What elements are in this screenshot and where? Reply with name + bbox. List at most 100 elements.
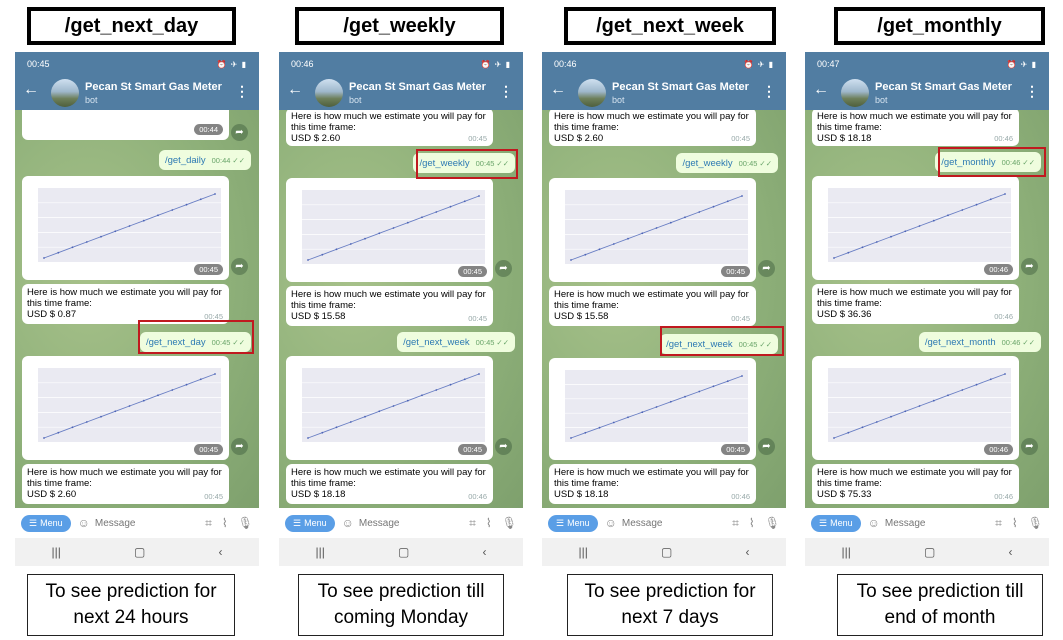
home-icon[interactable]: ▢	[924, 545, 936, 559]
message-input[interactable]	[621, 517, 702, 529]
chat-name[interactable]: Pecan St Smart Gas Meter	[612, 81, 749, 93]
attach-icon[interactable]: ⌇	[748, 515, 755, 530]
menu-button[interactable]: ☰ Menu	[548, 514, 598, 532]
chat-area[interactable]: Here is how much we estimate you will pa…	[805, 110, 1049, 508]
chat-subtitle: bot	[349, 95, 362, 105]
data-point	[890, 235, 892, 238]
emoji-icon[interactable]: ☺	[77, 516, 90, 530]
data-point	[71, 426, 74, 429]
back-nav-icon[interactable]: ‹	[1008, 545, 1013, 559]
attach-icon[interactable]: ⌇	[1011, 515, 1018, 530]
microphone-icon[interactable]: 🎙	[501, 515, 517, 530]
share-icon[interactable]: ➦	[231, 258, 248, 275]
more-options-icon[interactable]: ⋮	[1025, 83, 1039, 99]
keyboard-icon[interactable]: ⌗	[995, 515, 1002, 530]
data-point	[392, 405, 395, 407]
chat-area[interactable]: Here is how much we estimate you will pa…	[542, 110, 786, 508]
outgoing-message[interactable]: /get_next_month 00:46 ✓✓	[918, 332, 1041, 352]
share-icon[interactable]: ➦	[231, 438, 248, 455]
back-nav-icon[interactable]: ‹	[745, 545, 750, 559]
keyboard-icon[interactable]: ⌗	[469, 515, 476, 530]
microphone-icon[interactable]: 🎙	[237, 515, 253, 530]
message-input[interactable]	[94, 517, 175, 529]
back-nav-icon[interactable]: ‹	[218, 545, 223, 559]
recent-apps-icon[interactable]: |||	[51, 545, 61, 559]
chart-bubble-top[interactable]: 00:44	[22, 110, 229, 140]
back-nav-icon[interactable]: ‹	[482, 545, 487, 559]
keyboard-icon[interactable]: ⌗	[732, 515, 739, 530]
avatar[interactable]	[51, 79, 79, 107]
chart-bubble[interactable]: 00:45	[549, 178, 756, 282]
data-point	[1004, 193, 1006, 195]
microphone-icon[interactable]: 🎙	[764, 515, 780, 530]
home-icon[interactable]: ▢	[398, 545, 410, 559]
chart-bubble[interactable]: 00:46	[812, 176, 1019, 280]
share-icon[interactable]: ➦	[495, 260, 512, 277]
outgoing-message[interactable]: /get_weekly 00:45 ✓✓	[676, 153, 778, 173]
more-options-icon[interactable]: ⋮	[762, 83, 776, 99]
message-input[interactable]	[884, 517, 965, 529]
emoji-icon[interactable]: ☺	[341, 516, 354, 530]
back-arrow-icon[interactable]: ←	[550, 81, 566, 98]
menu-button[interactable]: ☰ Menu	[21, 514, 71, 532]
message-input[interactable]	[358, 517, 439, 529]
chat-name[interactable]: Pecan St Smart Gas Meter	[85, 81, 222, 93]
more-options-icon[interactable]: ⋮	[499, 83, 513, 99]
outgoing-message[interactable]: /get_next_week 00:45 ✓✓	[397, 332, 515, 352]
outgoing-message[interactable]: /get_weekly 00:45 ✓✓	[413, 153, 515, 173]
chat-name[interactable]: Pecan St Smart Gas Meter	[875, 81, 1012, 93]
outgoing-message[interactable]: /get_next_day 00:45 ✓✓	[139, 332, 251, 352]
back-arrow-icon[interactable]: ←	[813, 81, 829, 98]
share-icon[interactable]: ➦	[1021, 258, 1038, 275]
status-time: 00:45	[27, 59, 50, 69]
back-arrow-icon[interactable]: ←	[287, 81, 303, 98]
outgoing-message[interactable]: /get_monthly 00:46 ✓✓	[935, 152, 1041, 172]
share-icon[interactable]: ➦	[495, 438, 512, 455]
message-input-bar: ☰Menu ☺ ⌗ ⌇ 🎙	[15, 508, 259, 538]
home-icon[interactable]: ▢	[661, 545, 673, 559]
data-point	[478, 195, 480, 197]
chart-bubble[interactable]: 00:45	[22, 356, 229, 460]
microphone-icon[interactable]: 🎙	[1027, 515, 1043, 530]
more-options-icon[interactable]: ⋮	[235, 83, 249, 99]
chart-bubble[interactable]: 00:45	[22, 176, 229, 280]
avatar[interactable]	[578, 79, 606, 107]
share-icon[interactable]: ➦	[1021, 438, 1038, 455]
share-icon[interactable]: ➦	[758, 260, 775, 277]
recent-apps-icon[interactable]: |||	[841, 545, 851, 559]
outgoing-message[interactable]: /get_next_week 00:45 ✓✓	[660, 334, 778, 354]
recent-apps-icon[interactable]: |||	[315, 545, 325, 559]
chart-bubble[interactable]: 00:46	[812, 356, 1019, 460]
plot-area	[828, 368, 1011, 442]
chart-bubble[interactable]: 00:45	[286, 356, 493, 460]
home-icon[interactable]: ▢	[134, 545, 146, 559]
status-bar: 00:46 ⏰ ✈ ▮	[542, 52, 786, 76]
data-point	[698, 211, 701, 213]
chart-bubble[interactable]: 00:45	[549, 358, 756, 460]
back-arrow-icon[interactable]: ←	[23, 81, 39, 98]
read-ticks-icon: ✓✓	[496, 337, 509, 347]
menu-icon: ☰	[293, 517, 302, 528]
estimate-amount: USD $ 36.36	[817, 309, 872, 320]
recent-apps-icon[interactable]: |||	[578, 545, 588, 559]
menu-button[interactable]: ☰ Menu	[285, 514, 335, 532]
share-icon[interactable]: ➦	[231, 124, 248, 141]
avatar[interactable]	[841, 79, 869, 107]
outgoing-message[interactable]: /get_daily 00:44 ✓✓	[158, 150, 251, 170]
phone-screen-3: 00:46 ⏰ ✈ ▮ ← Pecan St Smart Gas Meter b…	[542, 52, 786, 566]
emoji-icon[interactable]: ☺	[867, 516, 880, 530]
share-icon[interactable]: ➦	[758, 438, 775, 455]
chat-area[interactable]: Here is how much we estimate you will pa…	[279, 110, 523, 508]
attach-icon[interactable]: ⌇	[485, 515, 492, 530]
avatar[interactable]	[315, 79, 343, 107]
command-text: /get_weekly	[682, 157, 733, 169]
chart-bubble[interactable]: 00:45	[286, 178, 493, 282]
chat-area[interactable]: 00:44 ➦ /get_daily 00:44 ✓✓ 00:45 ➦ Here…	[15, 110, 259, 508]
attach-icon[interactable]: ⌇	[221, 515, 228, 530]
chat-name[interactable]: Pecan St Smart Gas Meter	[349, 81, 486, 93]
data-point	[875, 421, 878, 423]
keyboard-icon[interactable]: ⌗	[205, 515, 212, 530]
menu-button[interactable]: ☰ Menu	[811, 514, 861, 532]
emoji-icon[interactable]: ☺	[604, 516, 617, 530]
estimate-message: Here is how much we estimate you will pa…	[549, 464, 756, 504]
